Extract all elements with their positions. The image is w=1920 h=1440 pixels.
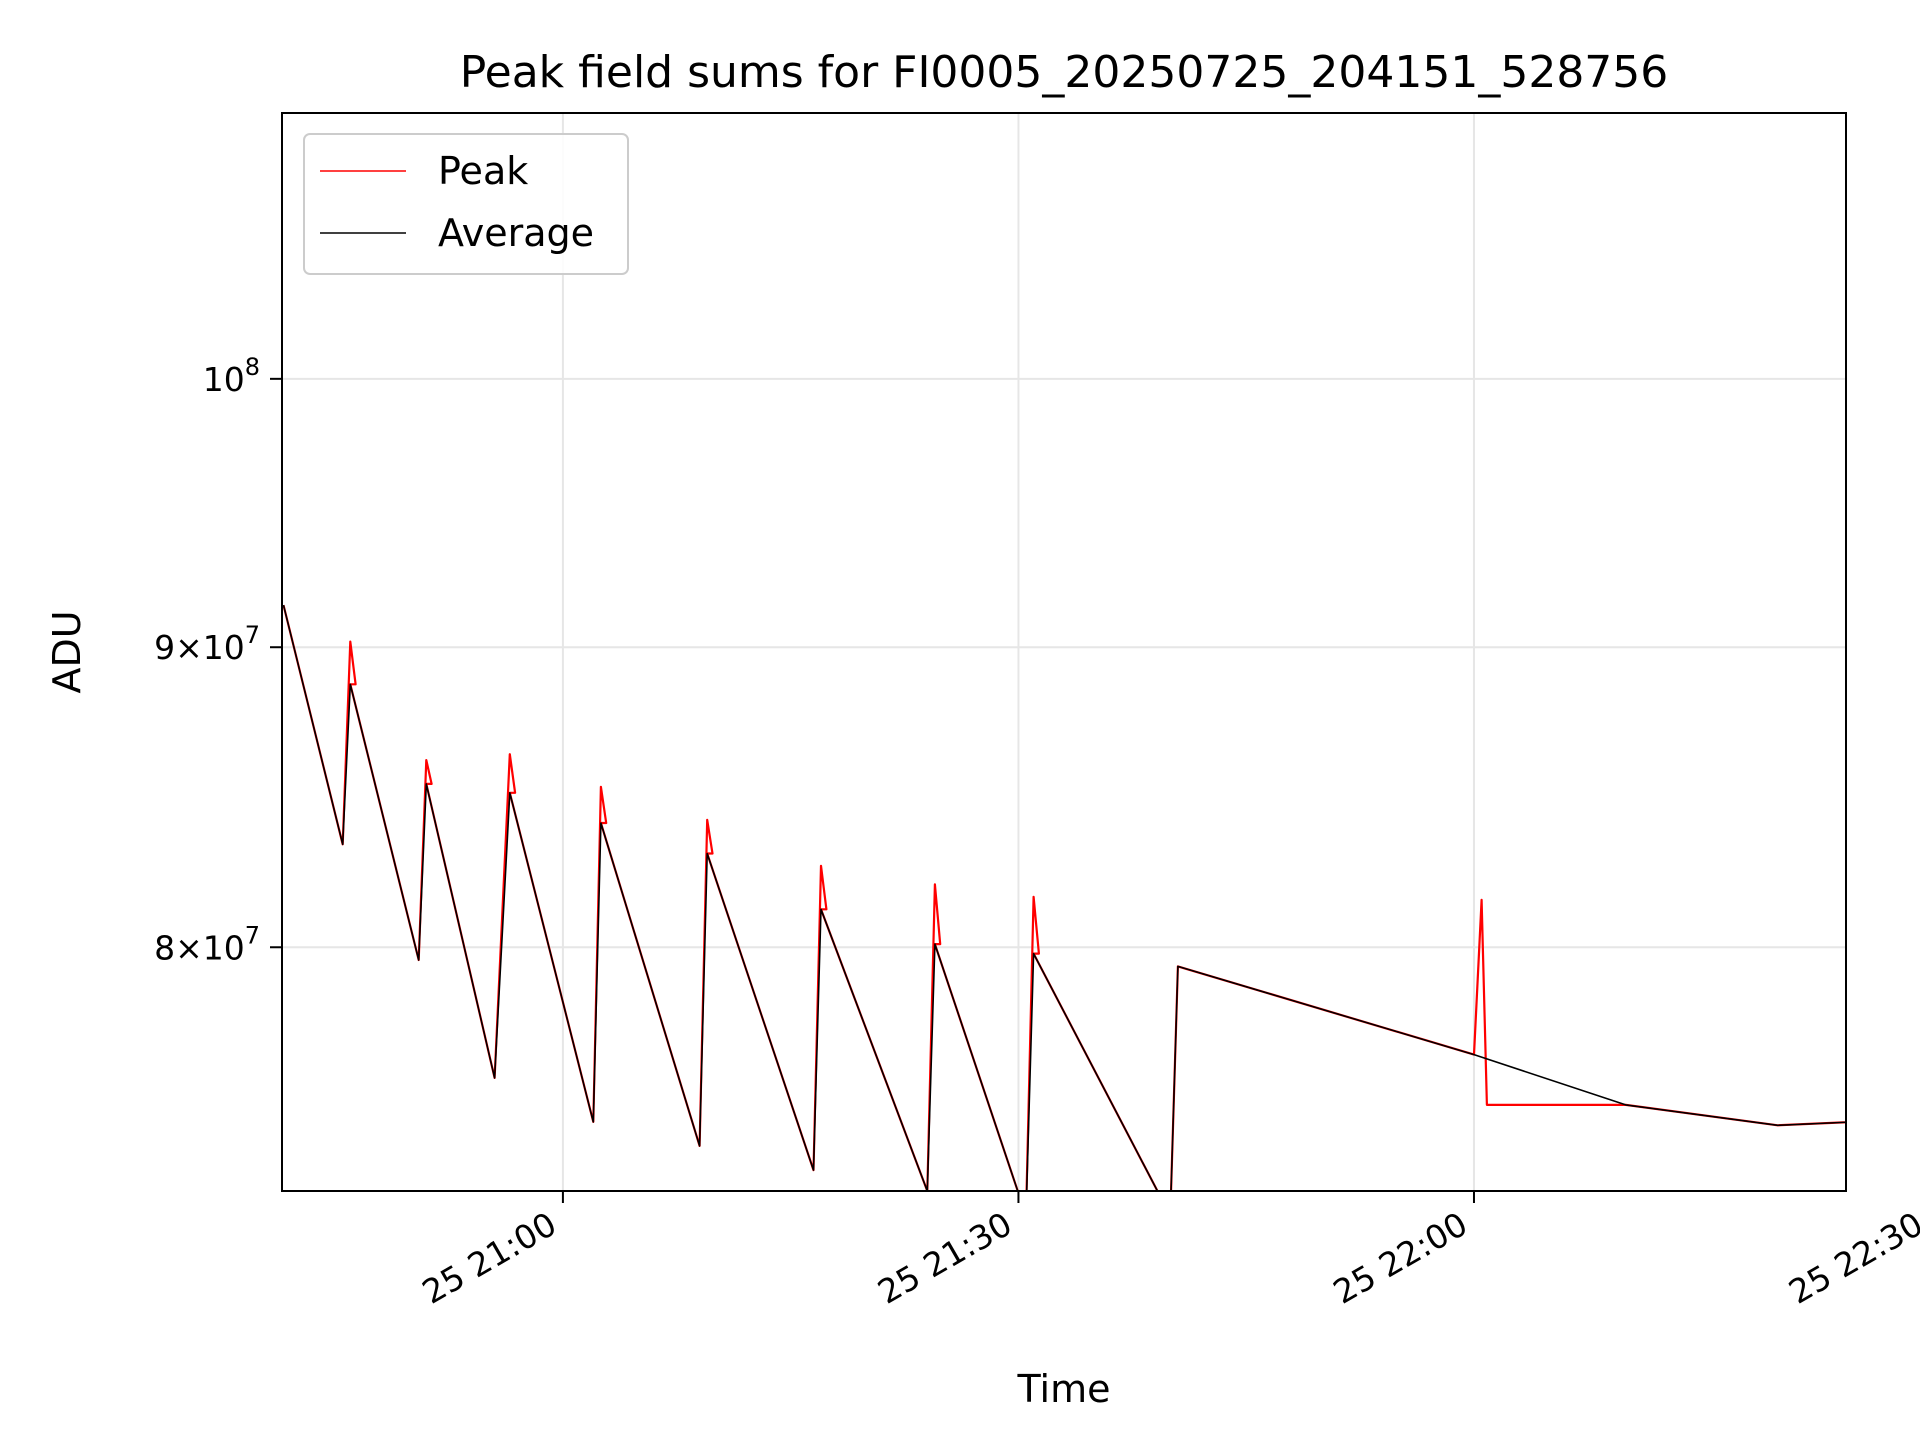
series-line-peak — [282, 604, 1846, 1191]
x-tick-label: 25 21:00 — [416, 1204, 563, 1312]
legend: Peak Average — [303, 133, 629, 275]
plot-clip-group — [282, 604, 1846, 1191]
y-tick-label: 9×107 — [154, 621, 260, 667]
legend-box — [303, 133, 629, 275]
grid-lines — [282, 113, 1846, 1191]
legend-label-peak: Peak — [438, 149, 528, 193]
y-ticks: 8×107 9×107 108 — [154, 353, 282, 967]
x-tick-label: 25 21:30 — [871, 1204, 1018, 1312]
y-tick-label: 8×107 — [154, 921, 260, 967]
chart-title: Peak field sums for FI0005_20250725_2041… — [460, 47, 1669, 98]
series-line-average — [282, 604, 1846, 1191]
x-tick-label: 25 22:30 — [1782, 1204, 1920, 1312]
y-tick-label: 108 — [203, 353, 260, 399]
legend-label-average: Average — [438, 211, 594, 255]
x-axis-label: Time — [1017, 1367, 1111, 1411]
x-tick-label: 25 22:00 — [1327, 1204, 1474, 1312]
y-axis-label: ADU — [45, 610, 89, 693]
plot-frame — [281, 112, 1847, 1192]
